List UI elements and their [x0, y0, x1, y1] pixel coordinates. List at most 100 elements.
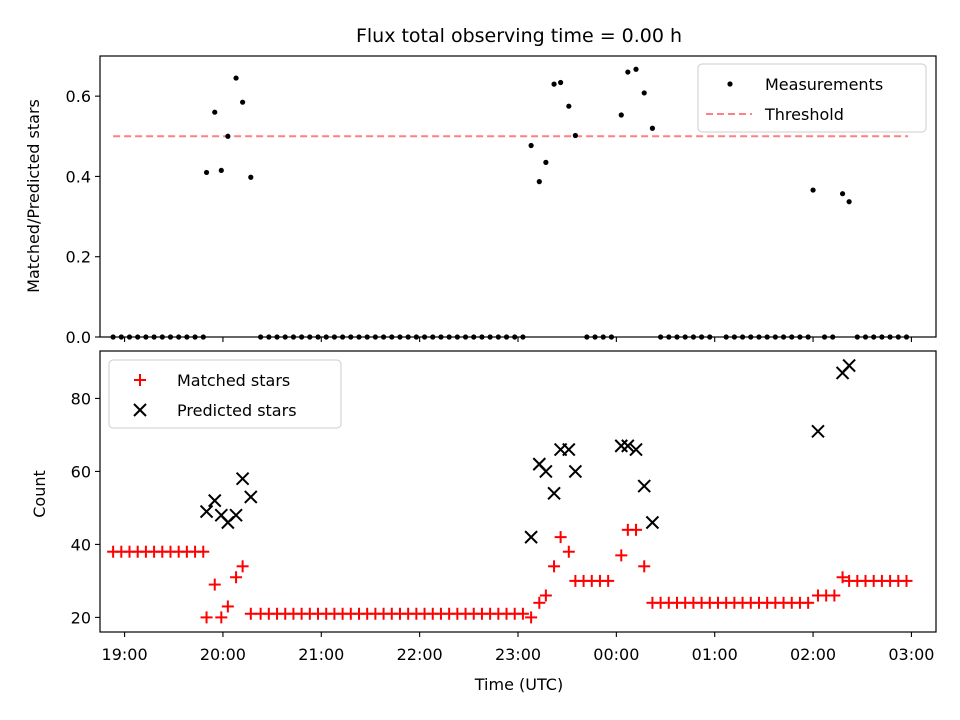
matched-star-point: [200, 611, 213, 624]
x-tick-label: 20:00: [200, 645, 246, 664]
predicted-star-point: [244, 490, 258, 504]
x-tick-label: 23:00: [495, 645, 541, 664]
predicted-star-point: [645, 515, 660, 530]
measurement-point: [248, 174, 254, 180]
x-tick-label: 01:00: [692, 645, 738, 664]
matched-star-point: [638, 560, 651, 573]
predicted-star-point: [562, 442, 576, 457]
legend-matched-marker: [134, 374, 146, 386]
predicted-star-point: [614, 439, 628, 453]
x-tick-label: 03:00: [888, 645, 934, 664]
bottom-y-tick-label: 20: [71, 608, 91, 627]
measurement-point: [528, 142, 534, 149]
matched-star-point: [230, 571, 243, 584]
bottom-y-axis-label: Count: [30, 470, 49, 518]
legend-threshold-label: Threshold: [764, 105, 844, 124]
bottom-axes-ticks: 19:00 20:00 21:00 22:00 23:00 00:00 01:00 02:00…: [71, 389, 935, 664]
predicted-star-point: [235, 472, 250, 486]
measurement-point: [625, 69, 631, 75]
matched-star-point: [562, 545, 575, 558]
measurement-point: [225, 133, 231, 139]
matched-star-point: [215, 611, 228, 624]
measurement-point: [618, 112, 624, 118]
measurement-point: [558, 79, 564, 86]
matched-star-point: [236, 560, 249, 573]
measurement-point: [566, 103, 572, 109]
predicted-star-point: [637, 479, 651, 493]
x-tick-label: 22:00: [397, 645, 443, 664]
matched-star-point: [548, 560, 561, 573]
top-y-tick-label: 0.0: [66, 328, 91, 347]
legend-predicted-label: Predicted stars: [177, 401, 297, 420]
top-y-tick-label: 0.4: [66, 167, 91, 186]
matched-star-point: [197, 545, 210, 558]
measurement-point: [543, 159, 549, 165]
matched-star-point: [516, 607, 529, 620]
top-legend: Measurements Threshold: [697, 63, 927, 133]
top-chart-title: Flux total observing time = 0.00 h: [356, 25, 682, 47]
measurement-point: [212, 109, 218, 115]
x-tick-label: 02:00: [790, 645, 836, 664]
legend-measurements-label: Measurements: [765, 75, 883, 94]
top-y-axis-label: Matched/Predicted stars: [24, 99, 43, 293]
measurement-point: [649, 125, 656, 131]
matched-star-point: [615, 549, 628, 562]
bottom-legend-box: [108, 359, 342, 429]
top-y-tick-label: 0.6: [66, 87, 91, 106]
measurement-point: [233, 75, 239, 81]
matched-star-point: [802, 596, 815, 609]
measurement-point: [810, 187, 816, 193]
bottom-axes-frame: [99, 350, 937, 633]
bottom-y-tick-label: 40: [71, 535, 91, 554]
predicted-star-point: [621, 439, 635, 453]
matched-star-point: [221, 600, 234, 613]
bottom-plot-area: [107, 358, 913, 624]
matched-star-point: [602, 574, 615, 587]
matched-star-point: [525, 611, 538, 624]
measurement-point: [203, 169, 210, 176]
predicted-star-point: [539, 464, 553, 479]
measurement-point: [551, 81, 557, 87]
matched-star-point: [828, 589, 841, 602]
x-tick-label: 19:00: [102, 645, 148, 664]
matched-star-point: [533, 596, 546, 609]
legend-predicted-marker: [133, 403, 147, 417]
top-legend-box: [697, 63, 927, 133]
bottom-y-tick-label: 60: [71, 462, 91, 481]
measurement-point: [536, 179, 542, 185]
x-tick-label: 00:00: [593, 645, 639, 664]
predicted-star-point: [199, 504, 214, 519]
top-y-tick-label: 0.2: [66, 248, 91, 267]
top-axes-frame: [99, 55, 937, 338]
top-y-axis: 0.0 0.2 0.4 0.6: [66, 87, 912, 347]
measurement-point: [846, 199, 852, 205]
predicted-star-point: [629, 442, 643, 457]
measurement-point: [641, 90, 647, 96]
measurement-point: [839, 191, 846, 197]
predicted-star-point: [524, 530, 538, 544]
matched-star-point: [208, 578, 221, 591]
measurement-point: [218, 167, 224, 174]
matched-star-point: [554, 531, 567, 544]
matched-star-point: [900, 574, 913, 587]
predicted-star-point: [547, 486, 561, 501]
legend-matched-label: Matched stars: [177, 371, 290, 390]
predicted-star-point: [842, 358, 856, 373]
measurement-point: [240, 99, 246, 105]
legend-measurements-marker: [727, 81, 733, 87]
predicted-star-point: [229, 508, 243, 522]
matched-star-point: [836, 571, 849, 584]
x-axis-label: Time (UTC): [474, 675, 563, 694]
measurement-point: [572, 132, 578, 139]
predicted-star-point: [811, 424, 825, 438]
x-tick-label: 21:00: [298, 645, 344, 664]
top-plot-area: [110, 66, 910, 340]
predicted-star-point: [568, 464, 583, 479]
bottom-legend: Matched stars Predicted stars: [108, 359, 342, 429]
predicted-star-point: [208, 493, 222, 508]
matched-star-point: [630, 523, 643, 536]
matched-star-point: [539, 589, 552, 602]
bottom-y-tick-label: 80: [71, 389, 91, 408]
measurement-point: [633, 66, 639, 72]
